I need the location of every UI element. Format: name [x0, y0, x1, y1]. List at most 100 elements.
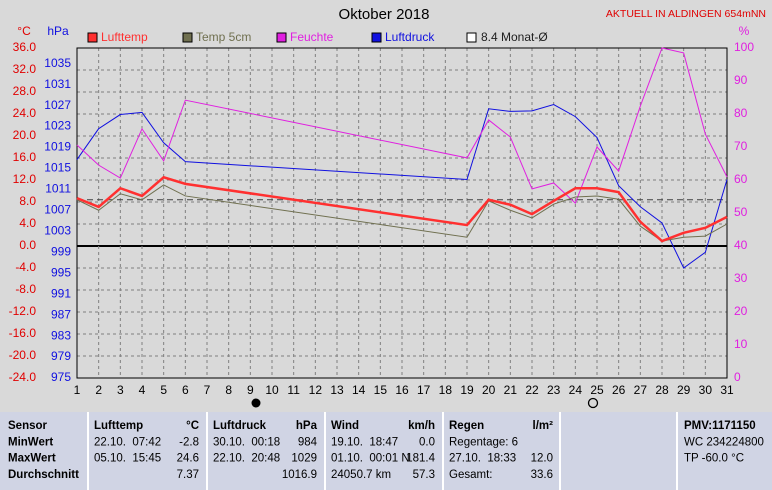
stats-cell: hPa: [296, 420, 318, 432]
moon-full: [251, 398, 261, 408]
stats-cell: 01.10. 00:01 N: [331, 453, 410, 465]
stats-cell: l/m²: [533, 420, 554, 432]
stats-cell: Gesamt:: [449, 469, 492, 481]
x-tick-label: 10: [265, 383, 279, 397]
stats-cell: 7.37: [177, 469, 199, 481]
legend-swatch: [182, 32, 193, 43]
chart-title: Oktober 2018: [339, 6, 430, 23]
x-tick-label: 14: [352, 383, 366, 397]
y-tick-label: -4.0: [15, 260, 36, 274]
moon-new: [587, 397, 599, 409]
stats-cell: MaxWert: [8, 453, 56, 465]
stats-cell: TP -60.0 °C: [684, 453, 744, 465]
y-tick-label: 20.0: [13, 128, 37, 142]
x-tick-label: 7: [204, 383, 211, 397]
x-tick-label: 13: [330, 383, 344, 397]
y3-tick-label: 1019: [44, 140, 71, 154]
y2-tick-label: 20: [734, 304, 748, 318]
x-tick-label: 25: [590, 383, 604, 397]
stats-cell: 30.10. 00:18: [213, 436, 280, 448]
stats-cell: PMV:1171150: [684, 420, 756, 432]
y2-tick-label: 50: [734, 205, 748, 219]
y-tick-label: -24.0: [9, 370, 37, 384]
y-tick-label: 12.0: [13, 172, 37, 186]
stats-cell: 181.4: [406, 453, 435, 465]
stats-table: Sensor Lufttemp °C Luftdruck hPa Wind km/h Rege…: [8, 420, 764, 481]
series-line: [76, 47, 728, 204]
y3-tick-label: 987: [51, 307, 71, 321]
x-tick-label: 2: [95, 383, 102, 397]
y-tick-label: -12.0: [9, 304, 37, 318]
y3-tick-label: 995: [51, 265, 71, 279]
legend-label: 8.4 Monat-Ø: [481, 30, 548, 44]
y3-tick-label: 1023: [44, 119, 71, 133]
series-line: [76, 104, 728, 269]
y-tick-label: 32.0: [13, 62, 37, 76]
y3-tick-label: 975: [51, 370, 71, 384]
stats-cell: 984: [298, 436, 318, 448]
stats-cell: 22.10. 20:48: [213, 453, 280, 465]
stats-cell: -2.8: [179, 436, 199, 448]
y2-tick-label: 80: [734, 106, 748, 120]
stats-panel: [0, 412, 772, 490]
x-tick-label: 31: [720, 383, 734, 397]
y-unit: °C: [17, 24, 31, 38]
x-tick-label: 30: [699, 383, 713, 397]
legend-label: Temp 5cm: [196, 30, 251, 44]
y-tick-label: 28.0: [13, 84, 37, 98]
y3-tick-label: 1015: [44, 161, 71, 175]
y-tick-label: -8.0: [15, 282, 36, 296]
y-tick-label: 24.0: [13, 106, 37, 120]
y2-tick-label: 30: [734, 271, 748, 285]
series-line: [76, 175, 728, 243]
x-tick-label: 23: [547, 383, 561, 397]
x-tick-label: 22: [525, 383, 539, 397]
stats-cell: MinWert: [8, 436, 53, 448]
stats-cell: 27.10. 18:33: [449, 453, 516, 465]
grid: [76, 47, 728, 379]
stats-cell: 33.6: [531, 469, 553, 481]
legend-swatch: [371, 32, 382, 43]
y3-tick-label: 979: [51, 349, 71, 363]
x-tick-label: 5: [160, 383, 167, 397]
x-tick-label: 17: [417, 383, 431, 397]
y3-tick-label: 1011: [45, 182, 71, 196]
y3-tick-label: 1031: [44, 77, 71, 91]
x-tick-label: 8: [225, 383, 232, 397]
x-tick-label: 3: [117, 383, 124, 397]
stats-cell: Luftdruck: [213, 420, 267, 432]
x-tick-label: 4: [139, 383, 146, 397]
y3-tick-label: 991: [51, 286, 71, 300]
stats-cell: 05.10. 15:45: [94, 453, 161, 465]
stats-cell: °C: [186, 420, 199, 432]
x-tick-label: 29: [677, 383, 691, 397]
stats-cell: 19.10. 18:47: [331, 436, 398, 448]
x-tick-label: 6: [182, 383, 189, 397]
stats-cell: 0.0: [419, 436, 435, 448]
plot-frame: [76, 47, 728, 379]
stats-dividers: [87, 412, 678, 490]
x-tick-label: 1: [74, 383, 81, 397]
x-tick-label: 11: [287, 383, 300, 397]
stats-cell: Lufttemp: [94, 420, 143, 432]
stats-cell: 24.6: [177, 453, 199, 465]
legend-label: Feuchte: [290, 30, 334, 44]
x-tick-label: 24: [569, 383, 583, 397]
stats-cell: 12.0: [531, 453, 553, 465]
y-tick-label: 16.0: [13, 150, 37, 164]
y2-tick-label: 60: [734, 172, 748, 186]
y3-tick-label: 983: [51, 328, 71, 342]
y3-tick-label: 1007: [44, 203, 71, 217]
y-tick-label: 8.0: [19, 194, 36, 208]
stats-cell: Regentage: 6: [449, 436, 518, 448]
y3-unit: hPa: [47, 24, 69, 38]
x-tick-label: 18: [439, 383, 453, 397]
stats-cell: 1029: [291, 453, 317, 465]
y2-tick-label: 70: [734, 139, 748, 153]
y2-unit: %: [739, 24, 750, 38]
y3-tick-label: 1003: [44, 224, 71, 238]
y3-tick-label: 1035: [44, 56, 71, 70]
y-tick-label: 36.0: [13, 40, 37, 54]
stats-cell: km/h: [408, 420, 435, 432]
